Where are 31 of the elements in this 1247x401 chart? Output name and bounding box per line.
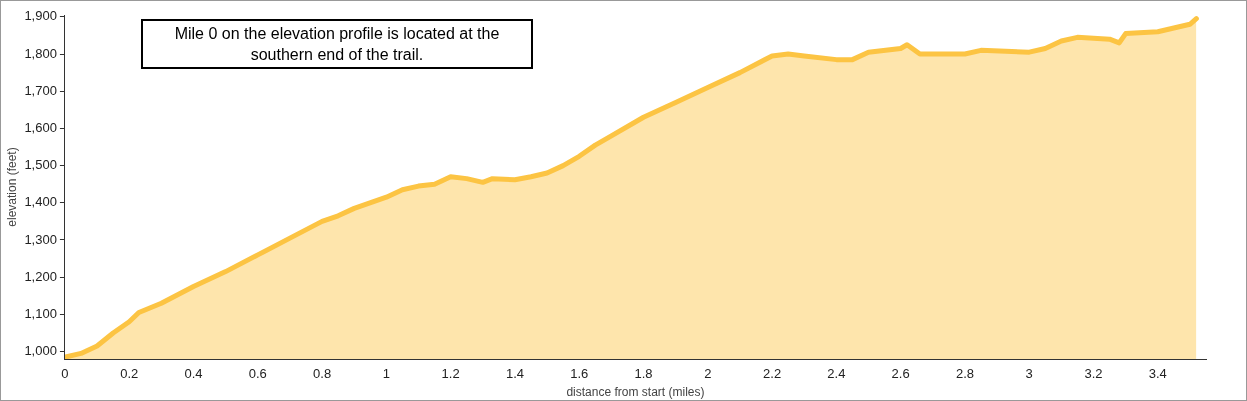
y-tick-label: 1,600: [24, 120, 57, 136]
x-tick-label: 3.4: [1148, 366, 1167, 382]
x-tick-label: 1.2: [441, 366, 460, 382]
x-tick-label: 0.4: [184, 366, 203, 382]
x-tick-label: 0.8: [313, 366, 332, 382]
x-tick-label: 0.2: [120, 366, 139, 382]
x-tick-label: 2.2: [763, 366, 782, 382]
x-tick-label: 2: [704, 366, 712, 382]
y-tick-label: 1,200: [24, 268, 57, 284]
y-tick-label: 1,500: [24, 157, 57, 173]
x-axis-title: distance from start (miles): [566, 385, 705, 400]
y-axis-title: elevation (feet): [4, 147, 19, 227]
annotation: Mile 0 on the elevation profile is located at the southern end of the trail.: [173, 24, 501, 65]
y-tick-label: 1,100: [24, 305, 57, 321]
x-tick-label: 1.6: [570, 366, 589, 382]
y-tick-label: 1,800: [24, 45, 57, 61]
x-tick-label: 1.4: [505, 366, 524, 382]
x-tick-label: 2.8: [955, 366, 974, 382]
y-tick-label: 1,900: [24, 8, 57, 24]
x-tick-label: 3: [1025, 366, 1033, 382]
x-tick-label: 3.2: [1084, 366, 1103, 382]
x-tick-label: 1.8: [634, 366, 653, 382]
y-tick-label: 1,300: [24, 231, 57, 247]
x-tick-label: 2.4: [827, 366, 846, 382]
y-tick-label: 1,000: [24, 343, 57, 359]
x-tick-label: 0.6: [248, 366, 267, 382]
x-tick-label: 0: [61, 366, 69, 382]
x-tick-label: 1: [382, 366, 390, 382]
y-tick-label: 1,400: [24, 194, 57, 210]
y-tick-label: 1,700: [24, 82, 57, 98]
x-tick-label: 2.6: [891, 366, 910, 382]
